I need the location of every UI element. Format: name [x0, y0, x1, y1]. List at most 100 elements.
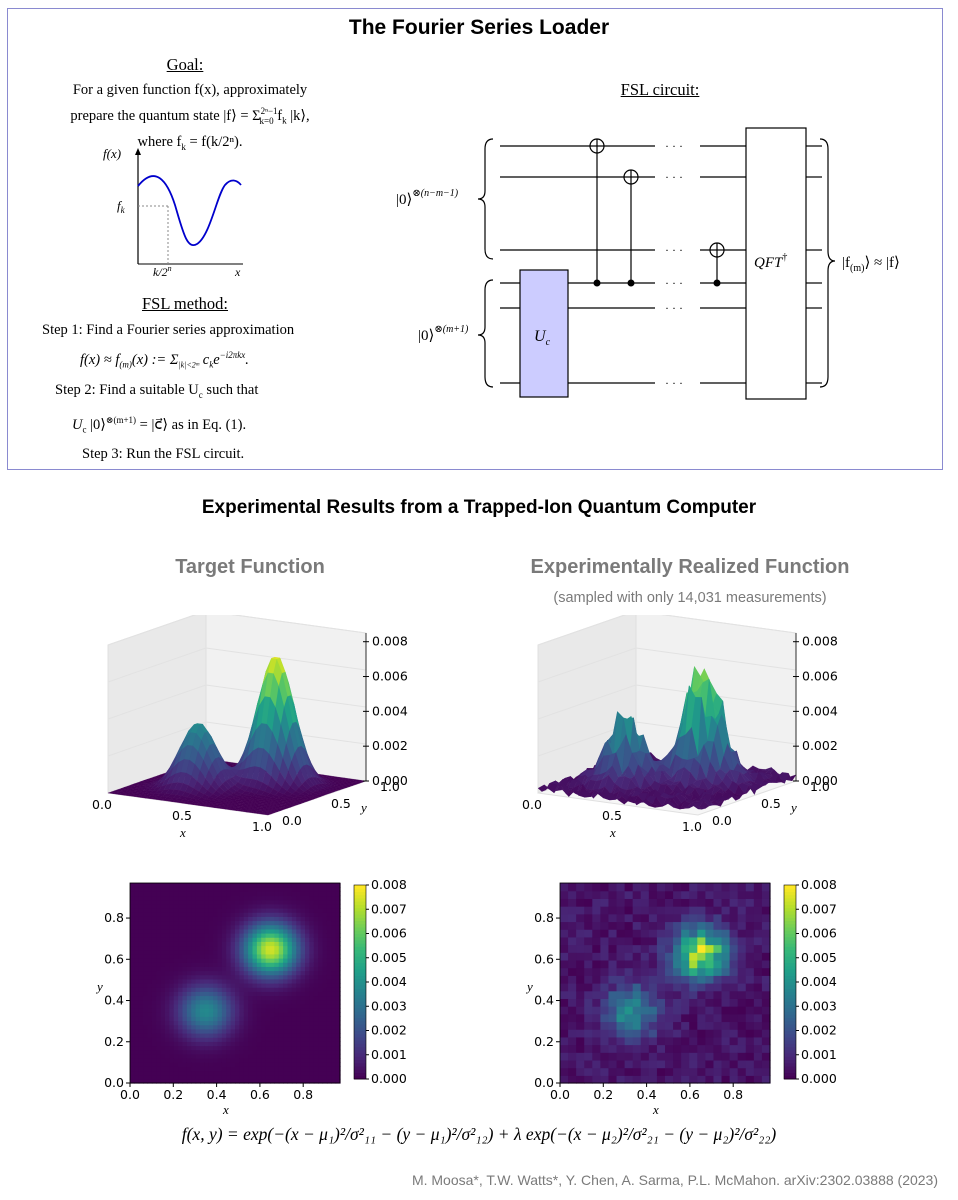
heatmap-cell	[252, 949, 258, 955]
heatmap-cell	[143, 924, 149, 930]
surface-ztick: 0.002	[802, 738, 838, 753]
heatmap-cell	[761, 1021, 771, 1030]
heatmap-cell	[130, 899, 135, 905]
heatmap-cell	[221, 983, 227, 988]
heatmap-cell	[130, 987, 135, 992]
heatmap-cell	[143, 1045, 149, 1051]
heatmap-cell	[283, 937, 289, 942]
heatmap-cell	[592, 967, 601, 976]
heatmap-cell	[239, 1058, 245, 1063]
heatmap-cell	[270, 916, 275, 922]
heatmap-cell	[300, 974, 306, 980]
heatmap-cell	[200, 1020, 205, 1026]
heatmap-cell	[208, 1078, 214, 1084]
heatmap-cell	[239, 937, 245, 942]
heatmap-cell	[134, 895, 140, 901]
heatmap-cell	[261, 1074, 267, 1080]
left-panel-title: Target Function	[175, 556, 325, 578]
heatmap-cell	[178, 916, 184, 922]
heatmap-cell	[169, 1074, 175, 1080]
heatmap-cell	[191, 941, 197, 947]
heatmap-cell	[283, 1066, 289, 1072]
heatmap-cell	[248, 908, 254, 913]
heatmap-cell	[204, 1024, 210, 1030]
heatmap-cell	[656, 1021, 666, 1030]
heatmap-cell	[186, 916, 192, 922]
heatmap-cell	[178, 1041, 184, 1047]
heatmap-cell	[745, 1029, 755, 1038]
heatmap-cell	[195, 953, 201, 959]
heatmap-cell	[296, 933, 302, 938]
heatmap-cell	[156, 887, 162, 892]
heatmap-cell	[248, 916, 254, 922]
heatmap-cell	[182, 1045, 188, 1051]
heatmap-cell	[632, 1052, 642, 1061]
heatmap-cell	[656, 883, 666, 892]
heatmap-cell	[560, 1059, 569, 1069]
heatmap-cell	[274, 1003, 280, 1009]
heatmap-cell	[624, 921, 634, 930]
heatmap-cell	[278, 916, 284, 922]
heatmap-cell	[186, 1049, 192, 1055]
heatmap-cell	[178, 895, 184, 901]
heatmap-cell	[576, 998, 585, 1007]
heatmap-cell	[278, 928, 284, 934]
heatmap-cell	[560, 898, 569, 907]
heatmap-cell	[248, 970, 254, 976]
heatmap-cell	[322, 928, 328, 934]
heatmap-cell	[134, 1049, 140, 1055]
heatmap-cell	[305, 920, 310, 926]
heatmap-cell	[313, 987, 319, 992]
heatmap-cell	[208, 883, 214, 888]
heatmap-cell	[178, 908, 184, 913]
heatmap-cell	[226, 1020, 232, 1026]
heatmap-cell	[130, 1062, 135, 1067]
heatmap-cell	[278, 1037, 284, 1042]
heatmap-cell	[270, 962, 275, 967]
heatmap-cell	[186, 999, 192, 1005]
heatmap-cell	[274, 949, 280, 955]
heatmap-cell	[291, 937, 297, 942]
heatmap-cell	[200, 1016, 205, 1022]
heatmap-cell	[278, 1020, 284, 1026]
heatmap-cell	[213, 953, 219, 959]
heatmap-cell	[624, 959, 634, 969]
heatmap-cell	[165, 1053, 170, 1059]
heatmap-cell	[335, 1058, 341, 1063]
heatmap-cell	[217, 1062, 223, 1067]
heatmap-cell	[261, 1020, 267, 1026]
heatmap-cell	[243, 891, 249, 897]
heatmap-cell	[309, 928, 315, 934]
heatmap-cell	[160, 991, 166, 997]
heatmap-cell	[265, 1041, 271, 1047]
heatmap-cell	[235, 1016, 240, 1022]
heatmap-cell	[160, 1012, 166, 1017]
heatmap-cell	[213, 945, 219, 951]
heatmap-cell	[165, 1062, 170, 1067]
heatmap-cell	[182, 974, 188, 980]
heatmap-cell	[256, 970, 262, 976]
heatmap-cell	[576, 929, 585, 938]
heatmap-cell	[235, 903, 240, 909]
heatmap-cell	[291, 899, 297, 905]
heatmap-cell	[138, 974, 144, 980]
heatmap-cell	[130, 937, 135, 942]
heatmap-cell	[305, 1058, 310, 1063]
heatmap-cell	[624, 990, 634, 999]
heatmap-cell	[305, 1016, 310, 1022]
heatmap-cell	[208, 962, 214, 967]
heatmap-cell	[305, 1037, 310, 1042]
heatmap-cell	[278, 974, 284, 980]
heatmap-cell	[665, 890, 674, 899]
heatmap-cell	[270, 995, 275, 1001]
heatmap-cell	[252, 920, 258, 926]
heatmap-cell	[226, 962, 232, 967]
heatmap-cell	[721, 967, 731, 976]
heatmap-cell	[151, 1020, 157, 1026]
heatmap-cell	[270, 937, 275, 942]
heatmap-cell	[160, 1062, 166, 1067]
heatmap-cell	[248, 1058, 254, 1063]
heatmap-cell	[592, 959, 601, 969]
heatmap-cell	[221, 945, 227, 951]
heatmap-cell	[318, 962, 324, 967]
